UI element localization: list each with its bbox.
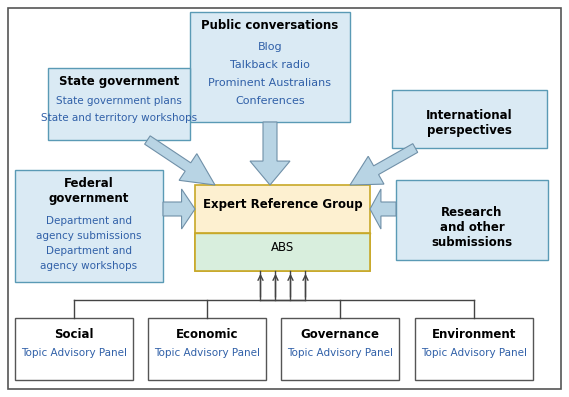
Text: Environment: Environment (432, 328, 516, 341)
Polygon shape (370, 189, 396, 229)
Text: Public conversations: Public conversations (201, 19, 339, 32)
Text: Department and: Department and (46, 246, 132, 256)
Text: State and territory workshops: State and territory workshops (41, 113, 197, 123)
Bar (190, 12, 350, 122)
Text: ABS: ABS (271, 241, 294, 254)
Bar (148, 318, 266, 380)
Text: Talkback radio: Talkback radio (230, 60, 310, 70)
Text: Federal
government: Federal government (49, 177, 129, 205)
Text: Research
and other
submissions: Research and other submissions (431, 206, 513, 249)
Bar (195, 233, 370, 271)
Text: Expert Reference Group: Expert Reference Group (203, 198, 362, 212)
Text: Topic Advisory Panel: Topic Advisory Panel (154, 348, 260, 358)
Text: Blog: Blog (258, 42, 282, 52)
Text: agency submissions: agency submissions (36, 231, 142, 241)
Text: agency workshops: agency workshops (40, 261, 138, 271)
Text: State government: State government (59, 75, 179, 88)
Text: International
perspectives: International perspectives (426, 109, 513, 137)
Bar (281, 318, 399, 380)
Text: Prominent Australians: Prominent Australians (208, 78, 332, 88)
Text: Department and: Department and (46, 216, 132, 226)
Text: Topic Advisory Panel: Topic Advisory Panel (287, 348, 393, 358)
Bar (15, 318, 133, 380)
Polygon shape (145, 136, 215, 185)
Text: Governance: Governance (300, 328, 380, 341)
Bar (396, 180, 548, 260)
Text: Topic Advisory Panel: Topic Advisory Panel (21, 348, 127, 358)
Polygon shape (163, 189, 195, 229)
Bar (15, 170, 163, 282)
Bar (48, 68, 190, 140)
Text: Social: Social (54, 328, 94, 341)
Bar (195, 185, 370, 271)
Text: Conferences: Conferences (235, 96, 305, 106)
Bar (415, 318, 533, 380)
Polygon shape (250, 122, 290, 185)
Text: State government plans: State government plans (56, 96, 182, 106)
Polygon shape (350, 144, 418, 185)
Text: Economic: Economic (176, 328, 238, 341)
Bar (392, 90, 547, 148)
Text: Topic Advisory Panel: Topic Advisory Panel (421, 348, 527, 358)
